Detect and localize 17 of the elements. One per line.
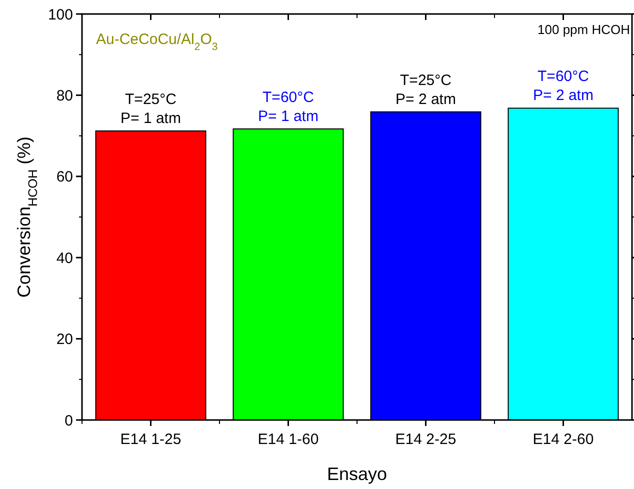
y-tick-label: 60 — [56, 168, 73, 186]
y-tick-label: 80 — [56, 87, 73, 104]
x-tick-label: E14 2-25 — [395, 431, 456, 448]
x-tick-label: E14 2-60 — [532, 431, 594, 448]
annotation: T=25°C P= 1 atm — [120, 90, 181, 127]
annotation: T=60°C P= 1 atm — [258, 88, 318, 125]
annotation: Au-CeCoCu/Al$_{2}$O$_{3}$ — [96, 31, 218, 53]
y-tick-label: 40 — [56, 250, 73, 267]
annotation: T=25°C P= 2 atm — [396, 72, 456, 108]
x-tick-label: E14 1-60 — [258, 431, 319, 448]
annotation: T=60°C P= 2 atm — [533, 68, 594, 104]
x-tick-label: E14 1-25 — [120, 431, 182, 448]
y-tick-label: 0 — [64, 412, 73, 430]
x-axis-title: Ensayo — [326, 464, 388, 484]
annotation: 100 ppm HCOH — [538, 22, 630, 37]
y-tick-label: 100 — [48, 6, 73, 24]
y-tick-label: 20 — [56, 331, 73, 348]
